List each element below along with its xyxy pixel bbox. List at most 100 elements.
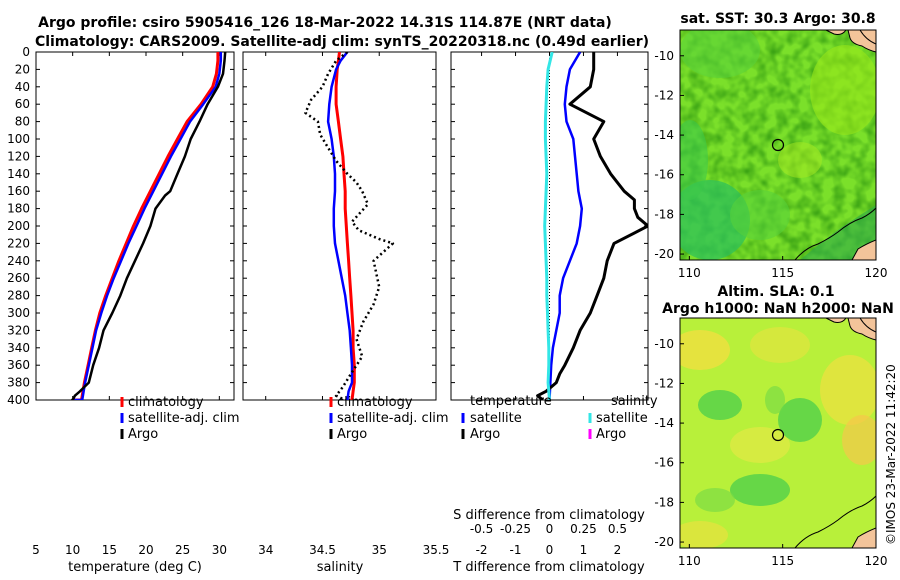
- temperature-climatology-line: [73, 52, 220, 400]
- sdiff-tick-label: 0.5: [608, 522, 627, 536]
- sst-patch: [680, 120, 708, 200]
- legend-title-temperature: temperature: [470, 394, 552, 409]
- salinity-xlabel: salinity: [317, 560, 364, 575]
- sst-bathy-contour: [794, 207, 876, 260]
- map-lat-tick-label: -12: [654, 376, 674, 390]
- tdiff-satellite-line: [548, 52, 584, 400]
- map-lat-tick-label: -14: [654, 128, 674, 142]
- credit-text: ©IMOS 23-Mar-2022 11:42:20: [884, 364, 898, 545]
- tdiff-tick-label: 2: [614, 543, 622, 557]
- map-lat-tick-label: -14: [654, 416, 674, 430]
- map-lon-tick-label: 120: [865, 266, 888, 280]
- map-lat-tick-label: -18: [654, 495, 674, 509]
- map-lon-tick-label: 110: [678, 266, 701, 280]
- depth-tick-label: 120: [7, 149, 30, 163]
- sdiff-tick-label: -0.25: [500, 522, 531, 536]
- sst-patch: [730, 190, 790, 240]
- sla-patch: [778, 398, 822, 442]
- tdiff-tick-label: -1: [510, 543, 522, 557]
- temperature-tick-label: 30: [212, 543, 227, 557]
- legend-t-argo-label: Argo: [470, 427, 500, 442]
- temperature-legend: climatology satellite-adj. clim Argo: [120, 395, 240, 442]
- map-lon-tick-label: 115: [771, 266, 794, 280]
- s-difference-label: S difference from climatology: [453, 508, 645, 523]
- temperature-tick-label: 10: [65, 543, 80, 557]
- depth-tick-label: 300: [7, 306, 30, 320]
- legend-argo-label: Argo: [128, 427, 158, 442]
- tdiff-tick-label: 1: [580, 543, 588, 557]
- depth-tick-label: 20: [15, 62, 30, 76]
- map-lon-tick-label: 110: [678, 554, 701, 568]
- sst-map-frame: [679, 29, 877, 261]
- depth-tick-label: 400: [7, 393, 30, 407]
- temperature-tick-label: 5: [32, 543, 40, 557]
- depth-tick-label: 0: [22, 45, 30, 59]
- salinity-tick-label: 35.5: [423, 543, 450, 557]
- figure-title-line2: Climatology: CARS2009. Satellite-adj cli…: [35, 34, 649, 50]
- salinity-tick-label: 35: [372, 543, 387, 557]
- sla-map-frame: [679, 317, 877, 549]
- map-lon-tick-label: 115: [771, 554, 794, 568]
- depth-tick-label: 220: [7, 236, 30, 250]
- tdiff-argo-line: [536, 52, 648, 400]
- depth-axis: 0 20 40 60 80 100 120 140 160 180 200 220 240 260 280 3…: [7, 45, 648, 407]
- sla-map: [680, 318, 876, 548]
- depth-tick-label: 280: [7, 289, 30, 303]
- temperature-satellite-line: [74, 52, 223, 400]
- sla-patch: [695, 488, 735, 512]
- sla-land-south: [851, 527, 876, 548]
- sst-argo-marker: [771, 138, 785, 152]
- sla-patch: [765, 386, 785, 414]
- depth-tick-label: 180: [7, 202, 30, 216]
- difference-legend: temperature salinity satellite Argo sate…: [461, 394, 658, 442]
- temperature-tick-label: 15: [102, 543, 117, 557]
- salinity-panel-frame: [242, 51, 437, 401]
- salinity-tick-label: 34.5: [309, 543, 336, 557]
- map-lat-tick-label: -20: [654, 247, 674, 261]
- map-lon-tick-label: 120: [865, 554, 888, 568]
- sst-map-axes: 110 115 120 -10 -12 -14 -16 -18 -20: [654, 49, 887, 280]
- tdiff-tick-label: -2: [476, 543, 488, 557]
- depth-tick-label: 100: [7, 132, 30, 146]
- legend-climatology-label: climatology: [337, 395, 413, 410]
- sdiff-tick-label: -0.5: [470, 522, 493, 536]
- sla-patch: [842, 415, 876, 465]
- legend-t-satellite-label: satellite: [470, 411, 522, 426]
- profile-lines: [71, 52, 648, 400]
- sla-patch: [730, 474, 790, 506]
- sst-patch: [680, 180, 750, 260]
- sla-bathy-contour: [859, 318, 876, 333]
- sst-bathy-contour: [859, 30, 876, 45]
- depth-tick-label: 260: [7, 271, 30, 285]
- depth-tick-label: 380: [7, 376, 30, 390]
- sst-map: [680, 30, 876, 260]
- sla-patch: [820, 355, 876, 425]
- legend-s-argo-label: Argo: [596, 427, 626, 442]
- legend-title-salinity: salinity: [611, 394, 658, 409]
- temperature-tick-label: 20: [138, 543, 153, 557]
- legend-climatology-label: climatology: [128, 395, 204, 410]
- legend-satellite-label: satellite-adj. clim: [128, 411, 240, 426]
- sdiff-tick-label: 0.25: [570, 522, 597, 536]
- depth-tick-label: 60: [15, 97, 30, 111]
- map-lat-tick-label: -18: [654, 207, 674, 221]
- sla-map-title-line1: Altim. SLA: 0.1: [717, 284, 834, 300]
- sst-patch: [810, 45, 876, 135]
- sst-land-north: [847, 30, 876, 53]
- sla-bathy-contour: [794, 495, 876, 548]
- difference-xlabel: T difference from climatology: [452, 560, 645, 575]
- sst-patch: [778, 142, 822, 178]
- legend-argo-label: Argo: [337, 427, 367, 442]
- sla-patch: [750, 327, 810, 363]
- salinity-legend: climatology satellite-adj. clim Argo: [329, 395, 449, 442]
- sla-patch: [730, 427, 790, 463]
- legend-satellite-label: satellite-adj. clim: [337, 411, 449, 426]
- temperature-argo-line: [71, 52, 227, 400]
- tdiff-tick-label: 0: [546, 543, 554, 557]
- temperature-tick-label: 25: [175, 543, 190, 557]
- legend-s-satellite-label: satellite: [596, 411, 648, 426]
- salinity-satellite-line: [326, 52, 354, 400]
- map-lat-tick-label: -10: [654, 337, 674, 351]
- salinity-climatology-line: [334, 52, 356, 400]
